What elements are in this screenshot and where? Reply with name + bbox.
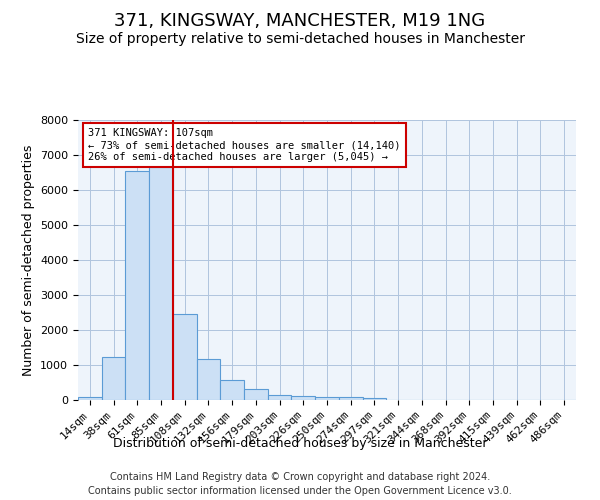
Text: Contains public sector information licensed under the Open Government Licence v3: Contains public sector information licen… bbox=[88, 486, 512, 496]
Text: 371 KINGSWAY: 107sqm
← 73% of semi-detached houses are smaller (14,140)
26% of s: 371 KINGSWAY: 107sqm ← 73% of semi-detac… bbox=[88, 128, 400, 162]
Bar bbox=[78, 397, 102, 400]
Bar bbox=[244, 389, 268, 400]
Bar bbox=[362, 398, 386, 400]
Bar bbox=[102, 358, 125, 400]
Text: Size of property relative to semi-detached houses in Manchester: Size of property relative to semi-detach… bbox=[76, 32, 524, 46]
Bar bbox=[292, 396, 315, 400]
Bar bbox=[220, 380, 244, 400]
Text: Contains HM Land Registry data © Crown copyright and database right 2024.: Contains HM Land Registry data © Crown c… bbox=[110, 472, 490, 482]
Bar bbox=[315, 397, 339, 400]
Bar bbox=[149, 167, 173, 400]
Bar bbox=[339, 397, 362, 400]
Y-axis label: Number of semi-detached properties: Number of semi-detached properties bbox=[22, 144, 35, 376]
Bar bbox=[173, 314, 197, 400]
Text: 371, KINGSWAY, MANCHESTER, M19 1NG: 371, KINGSWAY, MANCHESTER, M19 1NG bbox=[115, 12, 485, 30]
Bar bbox=[197, 358, 220, 400]
Text: Distribution of semi-detached houses by size in Manchester: Distribution of semi-detached houses by … bbox=[113, 438, 487, 450]
Bar bbox=[125, 171, 149, 400]
Bar bbox=[268, 394, 292, 400]
